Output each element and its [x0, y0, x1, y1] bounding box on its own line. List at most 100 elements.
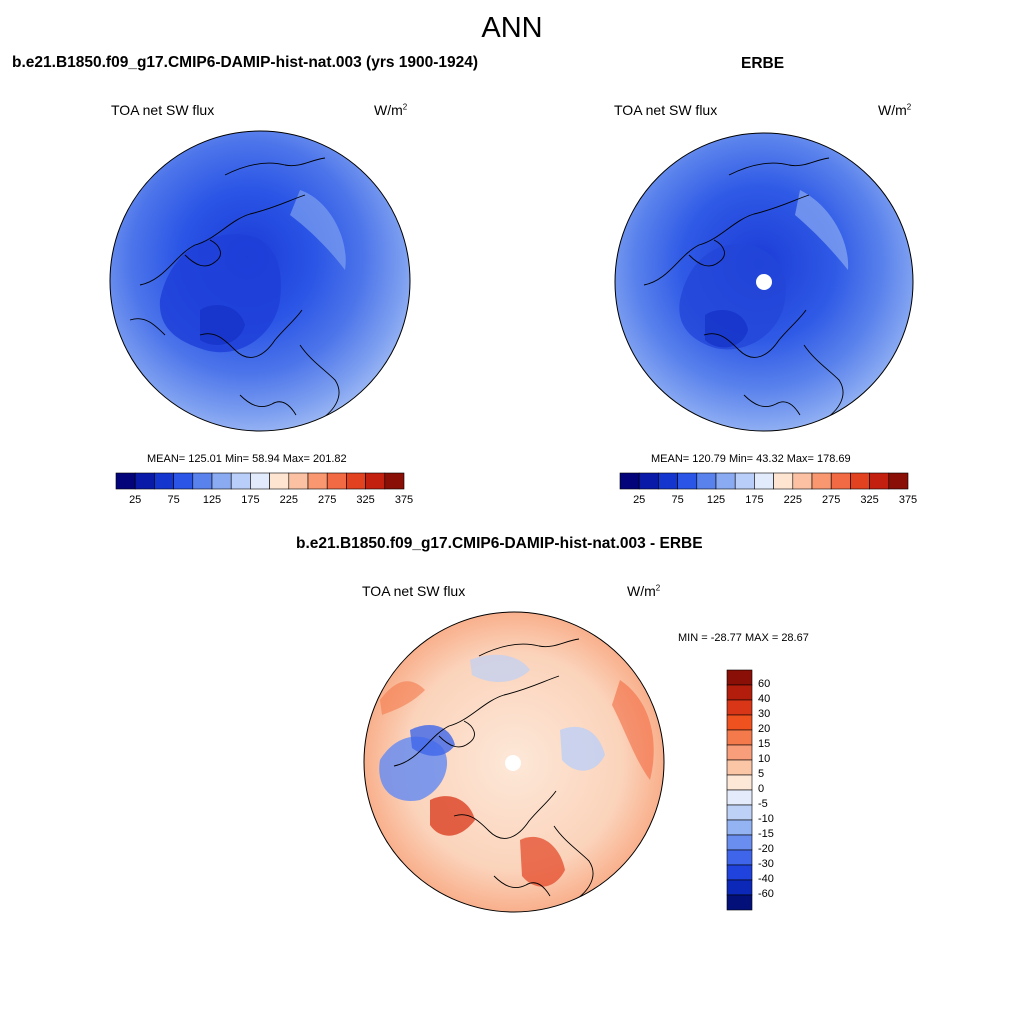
panel1-colorbar-tick-label: 225: [279, 494, 298, 506]
panel2-colorbar-swatch: [619, 472, 640, 490]
panel1-colorbar-swatch: [346, 472, 366, 490]
panel2-colorbar-tick-label: 125: [706, 494, 726, 506]
panel2-colorbar-tick-label: 225: [783, 494, 802, 506]
panel1-map: [109, 130, 411, 432]
panel1-colorbar-tick-label: 125: [202, 494, 222, 506]
panel3-colorbar-label: 10: [758, 753, 771, 765]
panel1-colorbar-swatch: [115, 472, 136, 490]
panel1-colorbar-swatch: [250, 472, 270, 490]
panel1-colorbar-swatch: [173, 472, 194, 490]
panel1-colorbar-swatch: [154, 472, 174, 490]
panel1-colorbar-tick-label: 25: [129, 494, 142, 506]
panel3-colorbar-label: 30: [758, 708, 771, 720]
panel1-colorbar-swatch: [230, 472, 251, 490]
panel3-colorbar-swatch: [726, 789, 753, 806]
panel3-stats: MIN = -28.77 MAX = 28.67: [678, 632, 809, 644]
panel2-colorbar-swatch: [888, 472, 909, 490]
panel1-colorbar-tick-label: 325: [356, 494, 375, 506]
panel3-colorbar-label: 40: [758, 693, 771, 705]
panel1-colorbar-swatch: [192, 472, 213, 490]
panel2-colorbar-tick-label: 25: [633, 494, 646, 506]
panel3-colorbar-label: 60: [758, 678, 771, 690]
panel1-colorbar-tick-label: 375: [394, 494, 414, 506]
panel1-colorbar-swatch: [134, 472, 155, 490]
panel3-case-title: b.e21.B1850.f09_g17.CMIP6-DAMIP-hist-nat…: [296, 535, 703, 552]
panel2-colorbar-swatch: [869, 472, 890, 490]
panel3-colorbar-label: -15: [758, 828, 774, 840]
panel2-colorbar-tick-label: 375: [898, 494, 918, 506]
panel3-colorbar-label: 0: [758, 783, 765, 795]
panel2-colorbar-swatch: [677, 472, 698, 490]
panel3-colorbar-swatch: [726, 804, 753, 821]
panel2-colorbar-swatch: [754, 472, 774, 490]
panel2-colorbar-swatch: [696, 472, 717, 490]
panel1-variable-label: TOA net SW flux: [111, 102, 215, 118]
panel2-colorbar-swatch: [734, 472, 755, 490]
panel3-colorbar-label: -30: [758, 858, 774, 870]
panel2-stats: MEAN= 120.79 Min= 43.32 Max= 178.69: [651, 453, 851, 465]
panel3-colorbar-swatch: [726, 714, 753, 731]
panel2-colorbar-swatch: [773, 472, 794, 490]
panel3-colorbar-label: -20: [758, 843, 774, 855]
panel3-variable-label: TOA net SW flux: [362, 583, 466, 599]
panel2-colorbar-tick-label: 325: [860, 494, 879, 506]
panel2-colorbar-swatch: [792, 472, 813, 490]
panel1-colorbar-swatch: [365, 472, 386, 490]
panel3-colorbar-label: 15: [758, 738, 771, 750]
panel3-map: [363, 611, 665, 913]
panel3-colorbar-swatch: [726, 699, 753, 716]
panel2-units-label: W/m2: [878, 102, 912, 118]
panel2-colorbar-swatch: [658, 472, 678, 490]
panel3-colorbar-swatch: [726, 819, 753, 836]
panel3-colorbar-swatch: [726, 744, 753, 761]
panel1-colorbar-tick-label: 175: [241, 494, 260, 506]
panel3-colorbar-label: -60: [758, 888, 774, 900]
panel1-colorbar: [115, 472, 405, 490]
panel3-colorbar-swatch: [726, 729, 753, 746]
panel3-colorbar-swatch: [726, 774, 753, 791]
panel2-map-border: [614, 132, 914, 432]
panel2-map: [614, 132, 914, 432]
panel3-colorbar: [726, 669, 753, 911]
panel3-colorbar-label: -10: [758, 813, 774, 825]
panel2-colorbar-swatch: [830, 472, 851, 490]
panel3-colorbar-swatch: [726, 669, 753, 686]
panel1-colorbar-swatch: [384, 472, 405, 490]
panel1-map-border: [109, 130, 411, 432]
panel1-units-label: W/m2: [374, 102, 408, 118]
panel2-pole-missing-data: [756, 274, 772, 290]
page-title: ANN: [481, 12, 543, 44]
panel2-colorbar-swatch: [715, 472, 736, 490]
panel2-colorbar-swatch: [638, 472, 659, 490]
panel3-map-border: [363, 611, 665, 913]
panel3-colorbar-label: 5: [758, 768, 765, 780]
panel2-colorbar: [619, 472, 909, 490]
panel3-units-label: W/m2: [627, 583, 661, 599]
panel3-colorbar-swatch: [726, 849, 753, 866]
panel1-colorbar-swatch: [211, 472, 232, 490]
panel2-colorbar-tick-label: 175: [745, 494, 764, 506]
panel2-coastlines: [643, 157, 844, 421]
panel3-colorbar-swatch: [726, 879, 753, 896]
panel2-colorbar-tick-label: 275: [822, 494, 841, 506]
panel1-colorbar-tick-label: 75: [167, 494, 180, 506]
panel3-colorbar-label: -40: [758, 873, 774, 885]
panel3-colorbar-label: -5: [758, 798, 768, 810]
panel2-colorbar-swatch: [850, 472, 870, 490]
panel3-colorbar-swatch: [726, 834, 753, 851]
panel1-colorbar-swatch: [307, 472, 328, 490]
panel3-colorbar-swatch: [726, 759, 753, 776]
panel2-case-title: ERBE: [741, 55, 785, 72]
panel3-pole-missing-data: [505, 755, 521, 771]
panel2-colorbar-swatch: [811, 472, 832, 490]
panel1-colorbar-swatch: [288, 472, 309, 490]
panel3-coastlines: [393, 638, 594, 902]
panel1-stats: MEAN= 125.01 Min= 58.94 Max= 201.82: [147, 453, 347, 465]
panel2-variable-label: TOA net SW flux: [614, 102, 718, 118]
panel3-colorbar-swatch: [726, 684, 753, 701]
panel1-coastlines: [129, 157, 340, 421]
panel1-colorbar-swatch: [269, 472, 290, 490]
panel1-case-title: b.e21.B1850.f09_g17.CMIP6-DAMIP-hist-nat…: [12, 54, 479, 71]
panel3-colorbar-label: 20: [758, 723, 771, 735]
